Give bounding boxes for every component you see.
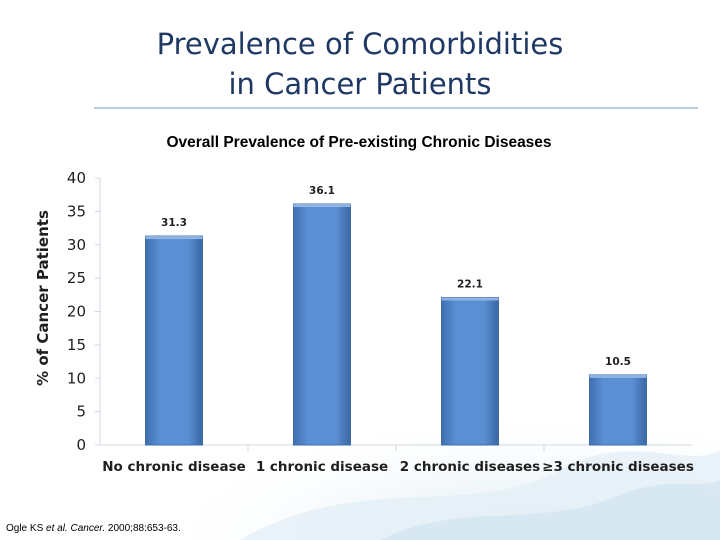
- data-label: 36.1: [309, 185, 335, 197]
- chart-title: Overall Prevalence of Pre-existing Chron…: [166, 134, 551, 151]
- bar: [589, 374, 647, 446]
- y-axis-label: % of Cancer Patients: [34, 210, 52, 386]
- source-journal: Cancer.: [67, 523, 106, 534]
- data-label: 10.5: [605, 356, 631, 368]
- bar-top-highlight: [589, 374, 647, 378]
- slide-title: Prevalence of Comorbidities in Cancer Pa…: [0, 24, 720, 104]
- source-author: Ogle KS: [6, 523, 47, 534]
- y-tick-label: 15: [67, 336, 86, 354]
- x-tick-label: 2 chronic diseases: [400, 459, 540, 475]
- bar: [145, 235, 203, 446]
- y-tick-label: 10: [67, 369, 86, 387]
- plot-area: 0 5 10 15 20 25 30 35 40 31.3 No chronic disease 36…: [67, 169, 694, 475]
- bar-top-highlight: [145, 236, 203, 240]
- slide-title-line2: in Cancer Patients: [228, 67, 492, 101]
- bar-top-highlight: [293, 204, 351, 208]
- bar: [293, 203, 351, 446]
- y-tick-label: 0: [76, 436, 86, 454]
- y-tick-label: 25: [67, 269, 86, 287]
- bar: [441, 296, 499, 446]
- y-tick-label: 30: [67, 236, 86, 254]
- y-tick-label: 5: [76, 403, 86, 421]
- bar-top-highlight: [441, 297, 499, 301]
- title-divider: [94, 107, 698, 109]
- x-tick-label: No chronic disease: [102, 459, 246, 475]
- y-tick-label: 20: [67, 303, 86, 321]
- y-tick-label: 40: [67, 169, 86, 187]
- x-tick-label: ≥3 chronic diseases: [542, 459, 694, 475]
- data-label: 22.1: [457, 278, 483, 290]
- source-citation: Ogle KS et al. Cancer. 2000;88:653-63.: [6, 523, 181, 534]
- data-label: 31.3: [161, 217, 187, 229]
- source-ref: 2000;88:653-63.: [105, 523, 181, 534]
- source-etal: et al.: [46, 523, 68, 534]
- x-tick-label: 1 chronic disease: [256, 459, 388, 475]
- slide-title-line1: Prevalence of Comorbidities: [156, 27, 564, 61]
- y-tick-label: 35: [67, 202, 86, 220]
